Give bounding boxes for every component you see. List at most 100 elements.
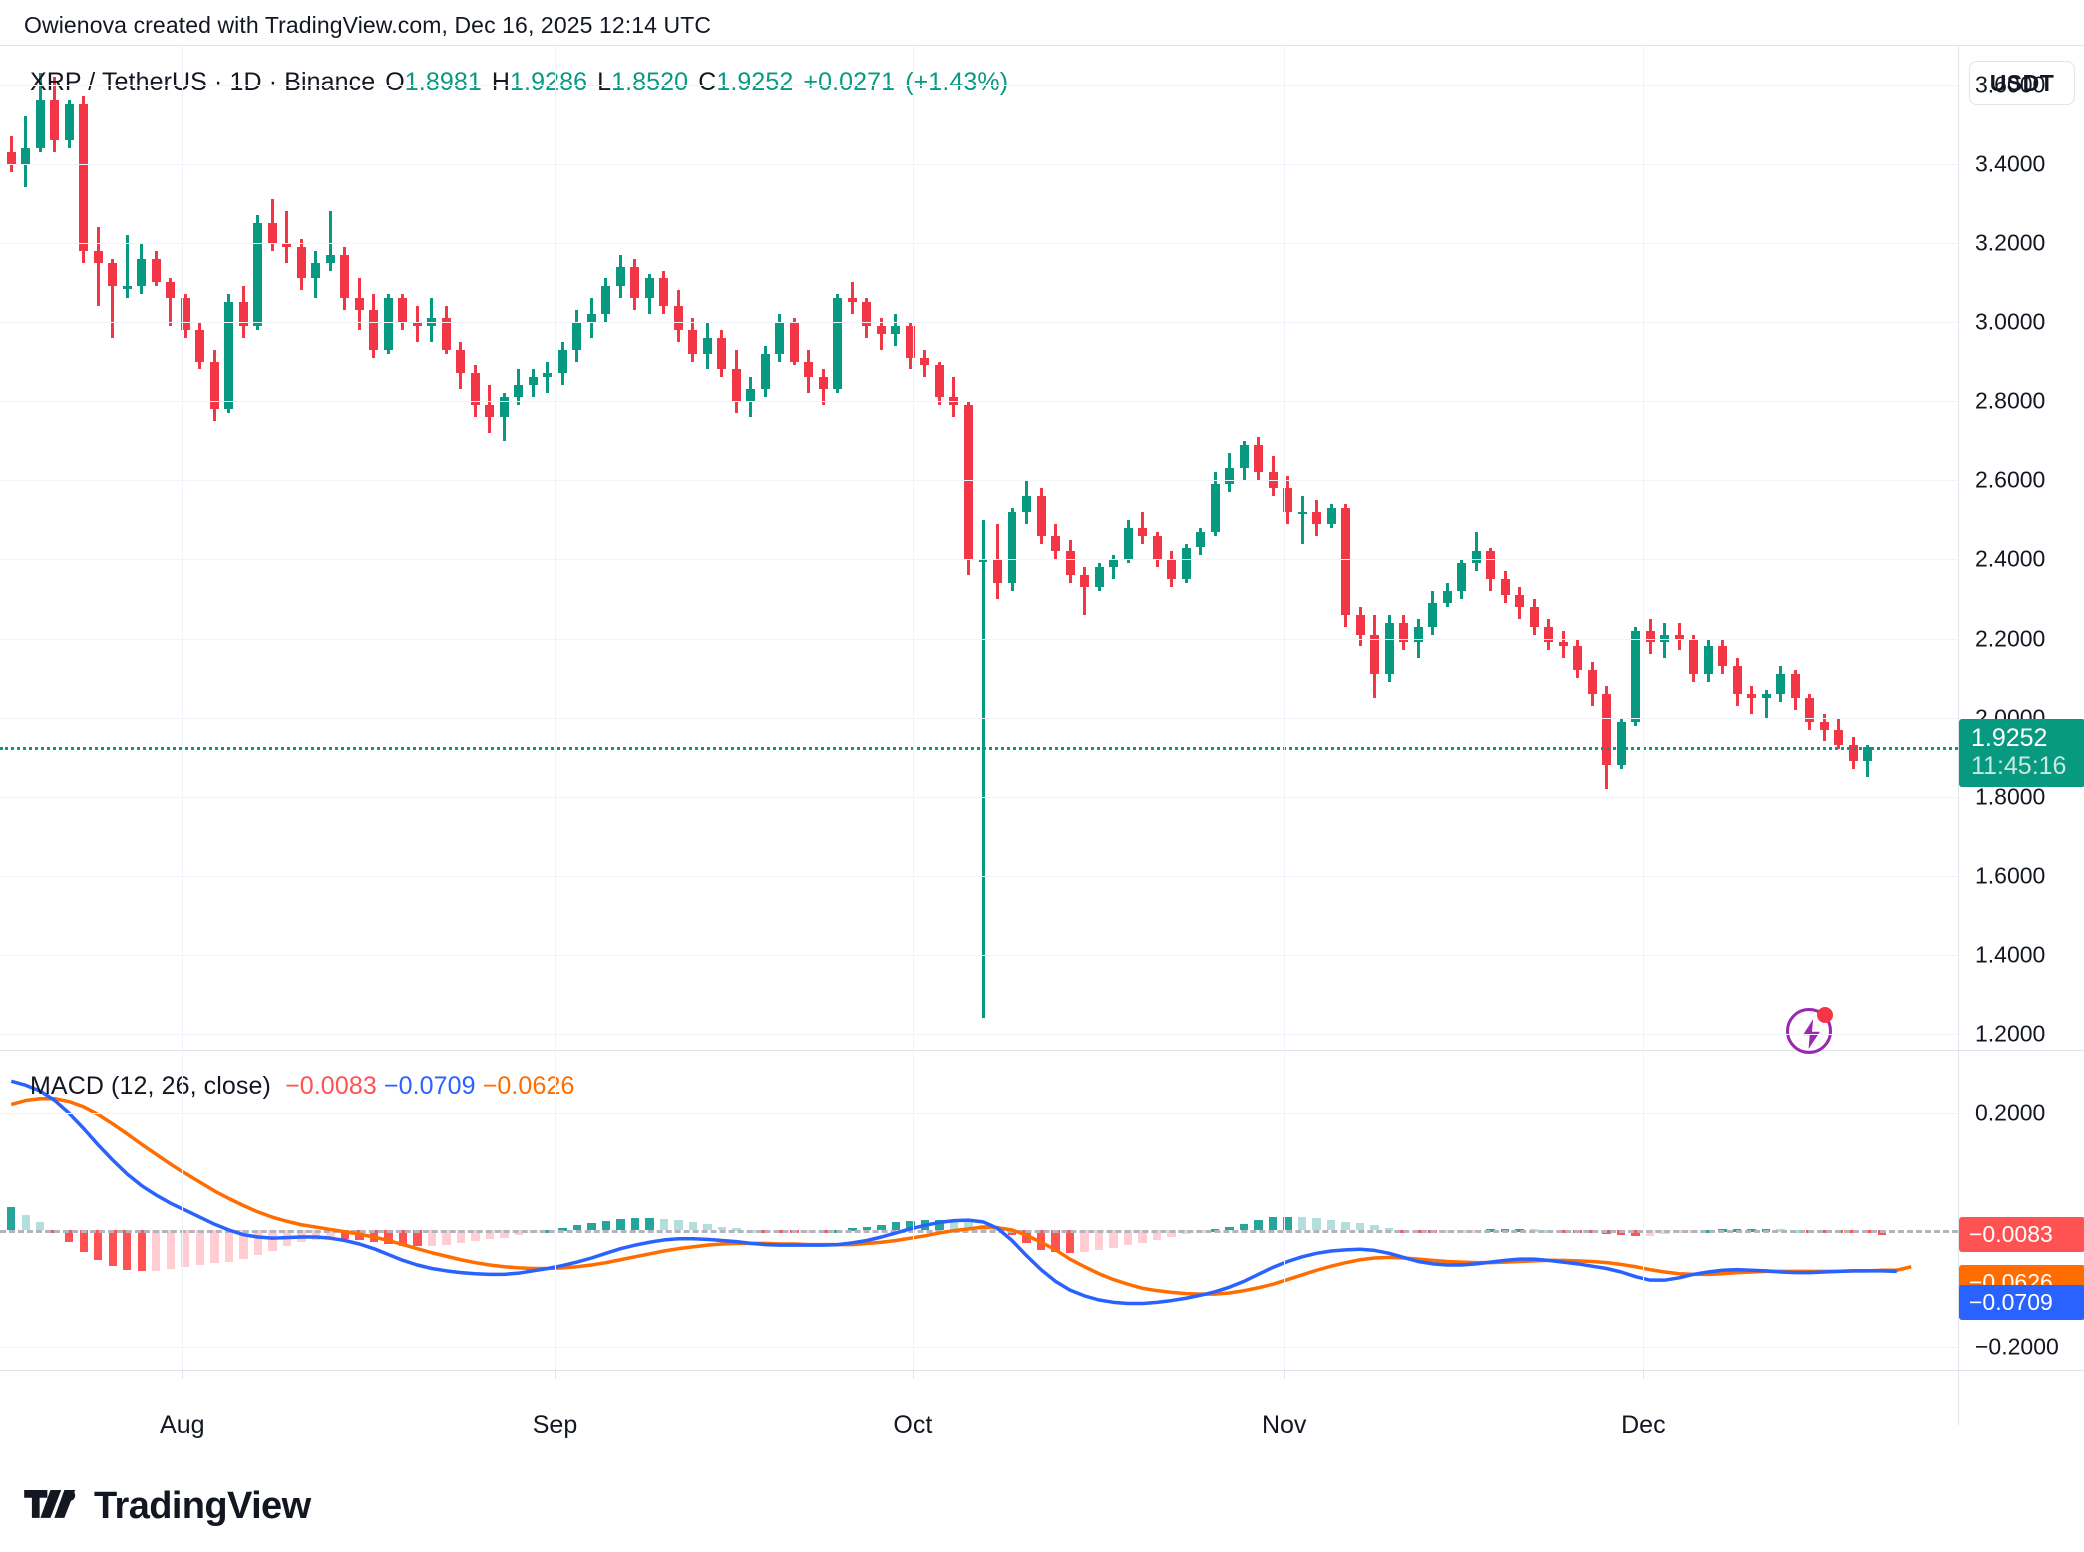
price-tick-label: 2.4000	[1975, 545, 2046, 572]
macd-histogram-bar	[1051, 1230, 1060, 1253]
candle-body	[789, 321, 799, 362]
macd-histogram-bar	[311, 1230, 321, 1240]
candle-body	[209, 361, 219, 409]
candle-body	[543, 373, 553, 378]
price-gridline	[0, 638, 1958, 640]
macd-histogram-bar	[500, 1230, 509, 1238]
macd-histogram-bar	[224, 1230, 233, 1262]
macd-histogram-bar	[152, 1230, 161, 1271]
candle-body	[731, 369, 741, 402]
macd-histogram-bar	[413, 1230, 422, 1247]
candle-body	[1370, 634, 1380, 675]
candle-wick	[1083, 567, 1087, 615]
macd-histogram-bar	[703, 1224, 712, 1230]
price-gridline	[0, 321, 1958, 323]
candle-body	[340, 254, 350, 299]
current-price-badge[interactable]: 1.9252 11:45:16	[1959, 719, 2084, 788]
macd-histogram-bar	[572, 1225, 582, 1230]
candle-body	[1051, 535, 1060, 552]
candle-body	[1065, 551, 1075, 576]
macd-histogram-bar	[1138, 1230, 1147, 1243]
legend-exchange[interactable]: Binance	[284, 68, 376, 96]
candle-wick	[502, 393, 506, 441]
candle-body	[1152, 535, 1162, 560]
legend-change-pct: (+1.43%)	[905, 68, 1009, 96]
legend-high-value: 1.9286	[510, 68, 588, 96]
candle-body	[746, 389, 756, 402]
candle-body	[1428, 602, 1438, 627]
price-scale[interactable]: USDT 3.6000 3.4000 3.2000 3.0000 2.8000 2.600…	[1958, 45, 2084, 1425]
candle-body	[818, 377, 828, 390]
macd-histogram-bar	[1036, 1230, 1046, 1250]
legend-symbol[interactable]: XRP / TetherUS	[30, 68, 207, 96]
symbol-legend: XRP / TetherUS · 1D · Binance O1.8981 H1.9…	[30, 68, 1008, 97]
macd-histogram-bar	[935, 1219, 944, 1230]
candle-body	[659, 278, 669, 307]
macd-zero-line	[0, 1230, 1958, 1233]
candle-body	[1834, 729, 1844, 746]
price-gridline	[0, 401, 1958, 403]
candle-body	[1181, 547, 1191, 580]
candle-wick	[96, 227, 100, 307]
candle-body	[833, 298, 843, 390]
macd-histogram-bar	[137, 1230, 146, 1272]
candle-body	[166, 282, 176, 299]
price-plot-area[interactable]	[0, 45, 1958, 1050]
candle-body	[1283, 488, 1293, 512]
macd-histogram-bar	[7, 1206, 16, 1230]
candle-body	[1457, 563, 1467, 591]
candle-body	[6, 151, 16, 164]
time-tick-mark	[554, 1371, 556, 1379]
candle-body	[514, 385, 524, 398]
macd-histogram-bar	[326, 1230, 335, 1239]
macd-histogram-bar	[456, 1230, 466, 1243]
macd-histogram-bar	[65, 1230, 74, 1242]
time-scale[interactable]: Aug Sep Oct Nov Dec	[0, 1370, 2084, 1439]
candle-body	[586, 314, 596, 322]
macd-histogram-bar	[877, 1224, 886, 1230]
price-gridline	[0, 875, 1958, 877]
candle-body	[1573, 646, 1583, 671]
macd-histogram-bar	[485, 1230, 495, 1240]
current-price-value: 1.9252	[1971, 724, 2048, 753]
macd-histogram-bar	[384, 1230, 393, 1244]
candle-body	[64, 104, 74, 140]
macd-histogram-bar	[1370, 1225, 1379, 1230]
macd-tick-label: −0.2000	[1975, 1333, 2059, 1360]
candle-body	[1558, 642, 1568, 647]
candle-body	[151, 258, 161, 283]
tradingview-logo-icon	[24, 1489, 76, 1518]
candle-body	[717, 337, 727, 370]
macd-gridline	[0, 1346, 1958, 1348]
macd-histogram-bar	[906, 1220, 915, 1230]
time-tick-label: Dec	[1621, 1411, 1666, 1439]
macd-title[interactable]: MACD (12, 26, close)	[30, 1072, 271, 1100]
macd-histogram-bar	[253, 1230, 262, 1256]
macd-value-badge[interactable]: −0.0083	[1959, 1216, 2084, 1252]
candle-body	[485, 405, 495, 417]
time-gridline	[554, 45, 556, 1370]
candle-body	[1109, 559, 1119, 568]
macd-histogram-bar	[659, 1218, 669, 1230]
candle-body	[93, 250, 103, 263]
candle-body	[557, 349, 567, 374]
candle-body	[369, 310, 379, 350]
macd-plot-area[interactable]	[0, 1055, 1958, 1370]
macd-histogram-bar	[195, 1230, 204, 1265]
macd-value-badge[interactable]: −0.0709	[1959, 1285, 2084, 1321]
price-gridline	[0, 955, 1958, 957]
currency-unit-badge[interactable]: USDT	[1969, 61, 2075, 105]
candle-body	[1848, 745, 1858, 762]
lightning-icon[interactable]	[1786, 1007, 1833, 1054]
candle-body	[644, 278, 654, 299]
candle-body	[1196, 531, 1206, 548]
candle-body	[1022, 496, 1031, 512]
price-tick-label: 3.4000	[1975, 150, 2046, 177]
notification-dot	[1817, 1007, 1833, 1023]
macd-histogram-bar	[36, 1222, 45, 1230]
legend-interval[interactable]: 1D	[229, 68, 262, 96]
candle-body	[1471, 551, 1481, 564]
candle-body	[21, 147, 31, 164]
candle-body	[1341, 507, 1351, 615]
macd-histogram-bar	[1225, 1226, 1234, 1230]
